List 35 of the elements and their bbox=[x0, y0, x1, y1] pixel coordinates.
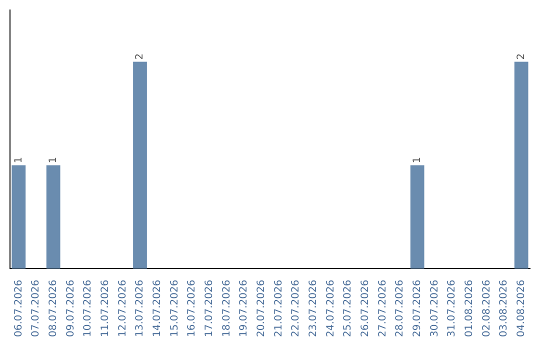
x-tick-label: 01.08.2026 bbox=[464, 280, 475, 338]
x-tick-label: 24.07.2026 bbox=[325, 280, 336, 338]
x-tick-label: 31.07.2026 bbox=[446, 280, 458, 338]
x-tick-label: 10.07.2026 bbox=[82, 280, 94, 338]
x-tick-label: 07.07.2026 bbox=[30, 280, 42, 338]
x-tick-label: 13.07.2026 bbox=[134, 280, 146, 338]
x-tick-label: 25.07.2026 bbox=[342, 280, 354, 338]
x-tick-label: 22.07.2026 bbox=[290, 280, 302, 338]
x-tick-label: 20.07.2026 bbox=[256, 280, 267, 338]
data-label: 1 bbox=[48, 156, 59, 164]
x-tick-label: 23.07.2026 bbox=[308, 280, 319, 338]
x-tick-label: 03.08.2026 bbox=[498, 280, 510, 338]
x-tick-label: 14.07.2026 bbox=[152, 280, 163, 338]
x-tick-label: 28.07.2026 bbox=[394, 280, 406, 338]
x-tick-label: 15.07.2026 bbox=[169, 280, 180, 338]
x-tick-label: 02.08.2026 bbox=[481, 280, 492, 338]
data-label: 2 bbox=[134, 53, 146, 60]
data-label: 2 bbox=[516, 53, 527, 60]
x-tick-label: 04.08.2026 bbox=[516, 280, 527, 338]
x-tick-label: 27.07.2026 bbox=[377, 280, 388, 338]
x-tick-label: 16.07.2026 bbox=[186, 280, 198, 338]
x-tick-label: 09.07.2026 bbox=[65, 280, 76, 338]
data-label: 1 bbox=[412, 156, 423, 164]
x-tick-label: 11.07.2026 bbox=[100, 280, 111, 338]
x-tick-label: 17.07.2026 bbox=[204, 280, 215, 338]
x-tick-label: 19.07.2026 bbox=[238, 280, 250, 338]
data-label: 1 bbox=[13, 156, 24, 164]
x-tick-label: 26.07.2026 bbox=[360, 280, 371, 338]
x-tick-label: 18.07.2026 bbox=[221, 280, 232, 338]
x-tick-label: 08.07.2026 bbox=[48, 280, 59, 338]
x-tick-label: 06.07.2026 bbox=[13, 280, 24, 338]
x-tick-label: 30.07.2026 bbox=[429, 280, 440, 338]
x-tick-label: 12.07.2026 bbox=[117, 280, 128, 338]
x-tick-label: 21.07.2026 bbox=[273, 280, 284, 338]
x-tick-label: 29.07.2026 bbox=[412, 280, 423, 338]
